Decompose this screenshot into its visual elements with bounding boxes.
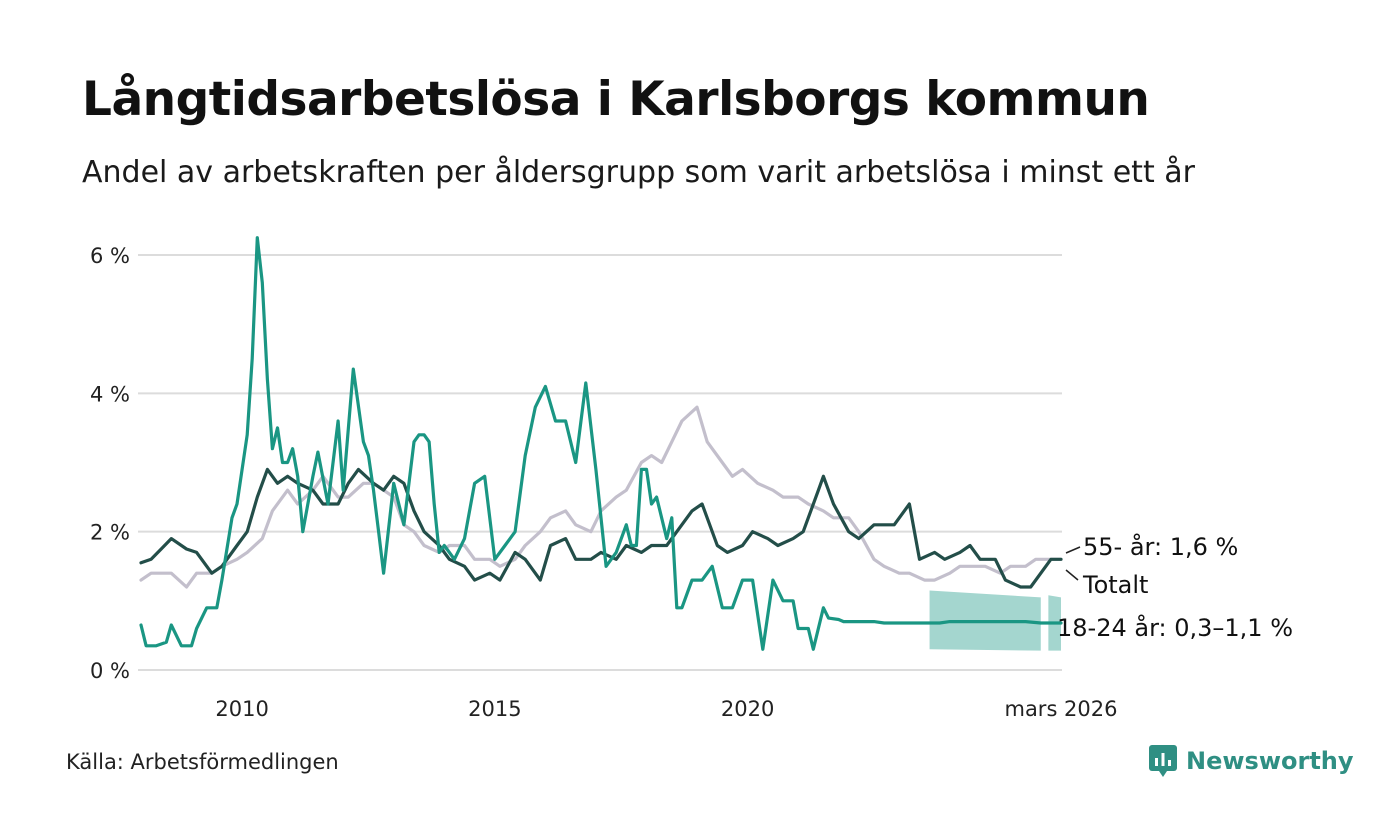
end-label-age55: 55- år: 1,6 %: [1083, 532, 1238, 561]
source-note: Källa: Arbetsförmedlingen: [66, 750, 339, 774]
page-title: Långtidsarbetslösa i Karlsborgs kommun: [82, 72, 1150, 127]
newsworthy-logo-icon: [1149, 745, 1177, 777]
x-tick-label: 2015: [468, 697, 521, 721]
y-axis-labels: 0 % 2 % 4 % 6 %: [90, 244, 130, 683]
series-line-totalt: [139, 467, 1063, 589]
y-tick-label: 2 %: [90, 521, 130, 545]
brand-name: Newsworthy: [1186, 747, 1354, 775]
series-end-labels: 55- år: 1,6 % Totalt 18-24 år: 0,3–1,1 %: [1057, 532, 1293, 642]
end-label-age1824: 18-24 år: 0,3–1,1 %: [1057, 613, 1293, 642]
label-leader-totalt: [1065, 569, 1079, 581]
series-line-age1824: [139, 236, 1063, 651]
x-tick-label: 2010: [215, 697, 268, 721]
series-lines: [139, 236, 1063, 651]
y-tick-label: 4 %: [90, 382, 130, 406]
series-line-age55: [139, 405, 1063, 589]
newsworthy-logo: Newsworthy: [1148, 744, 1354, 778]
x-axis-labels: 2010 2015 2020 mars 2026: [215, 697, 1117, 721]
end-label-totalt: Totalt: [1082, 571, 1148, 599]
label-leader-age55: [1065, 546, 1081, 554]
grid-lines: [138, 254, 1062, 671]
x-tick-label: 2020: [721, 697, 774, 721]
x-tick-label: mars 2026: [1004, 697, 1117, 721]
page-subtitle: Andel av arbetskraften per åldersgrupp s…: [82, 155, 1195, 190]
y-tick-label: 0 %: [90, 659, 130, 683]
y-tick-label: 6 %: [90, 244, 130, 268]
